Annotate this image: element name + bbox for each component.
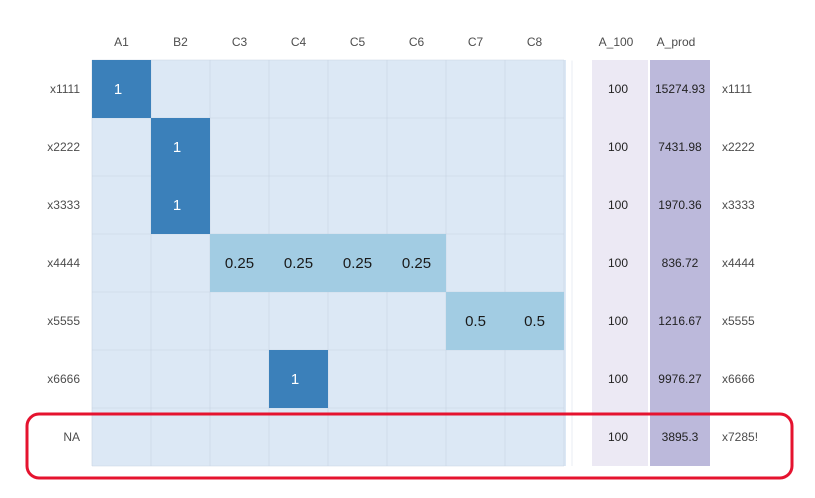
heatmap-cell (505, 292, 564, 350)
a-prod-value-label: 1970.36 (658, 198, 702, 212)
heatmap-cell (446, 292, 505, 350)
column-label: B2 (173, 35, 188, 49)
right-row-label: x7285! (722, 430, 758, 444)
column-label: C4 (291, 35, 307, 49)
cell-value-label: 1 (291, 371, 299, 388)
a100-value-label: 100 (608, 314, 628, 328)
row-label: x5555 (47, 314, 80, 328)
cell-value-label: 1 (173, 139, 181, 156)
cell-value-label: 0.25 (402, 255, 431, 272)
row-label: x3333 (47, 198, 80, 212)
right-row-label: x5555 (722, 314, 755, 328)
a-prod-value-label: 7431.98 (658, 140, 702, 154)
heatmap-cell (269, 234, 328, 292)
column-label: A1 (114, 35, 129, 49)
heatmap-cell (151, 118, 210, 176)
a-prod-value-label: 3895.3 (662, 430, 699, 444)
side-columns-layer: 100 100 100 100 100 100 100 15274.93 7431.98 1970… (571, 60, 710, 466)
a100-value-label: 100 (608, 430, 628, 444)
a100-value-label: 100 (608, 82, 628, 96)
cell-value-label: 0.25 (343, 255, 372, 272)
row-label: NA (63, 430, 80, 444)
a-prod-column-background (650, 60, 710, 466)
cell-value-label: 1 (114, 81, 122, 98)
labels-layer: A1 B2 C3 C4 C5 C6 C7 C8 x1111 x2222 x3333 x4444 x555… (47, 35, 758, 444)
heatmap-cell (210, 234, 269, 292)
row-label: x2222 (47, 140, 80, 154)
column-label: C7 (468, 35, 484, 49)
a100-header-label: A_100 (599, 35, 634, 49)
row-label: x1111 (50, 82, 80, 96)
heatmap-cell (269, 350, 328, 408)
cell-value-label: 0.5 (524, 313, 545, 330)
a-prod-value-label: 9976.27 (658, 372, 702, 386)
cell-value-label: 0.25 (284, 255, 313, 272)
row-label: x4444 (47, 256, 80, 270)
a100-value-label: 100 (608, 256, 628, 270)
right-row-label: x2222 (722, 140, 755, 154)
a100-value-label: 100 (608, 372, 628, 386)
a-prod-value-label: 1216.67 (658, 314, 702, 328)
highlight-box-na-row (25, 412, 794, 480)
cell-value-label: 0.25 (225, 255, 254, 272)
heatmap-cell (151, 176, 210, 234)
heatmap-cell (92, 60, 151, 118)
column-label: C3 (232, 35, 248, 49)
heatmap-cell (328, 234, 387, 292)
cell-value-label: 0.5 (465, 313, 486, 330)
right-row-label: x6666 (722, 372, 755, 386)
right-row-label: x4444 (722, 256, 755, 270)
right-row-label: x1111 (722, 82, 752, 96)
a100-value-label: 100 (608, 140, 628, 154)
column-label: C8 (527, 35, 543, 49)
a-prod-value-label: 836.72 (662, 256, 699, 270)
a-prod-header-label: A_prod (657, 35, 696, 49)
row-label: x6666 (47, 372, 80, 386)
cell-value-label: 1 (173, 197, 181, 214)
right-row-label: x3333 (722, 198, 755, 212)
column-label: C6 (409, 35, 425, 49)
heatmap-cell (387, 234, 446, 292)
a-prod-value-label: 15274.93 (655, 82, 705, 96)
a100-value-label: 100 (608, 198, 628, 212)
column-label: C5 (350, 35, 366, 49)
cells-layer: 1 1 1 0.25 0.25 0.25 0.25 0.5 0.5 1 (92, 60, 564, 408)
a100-column-background (592, 60, 648, 466)
